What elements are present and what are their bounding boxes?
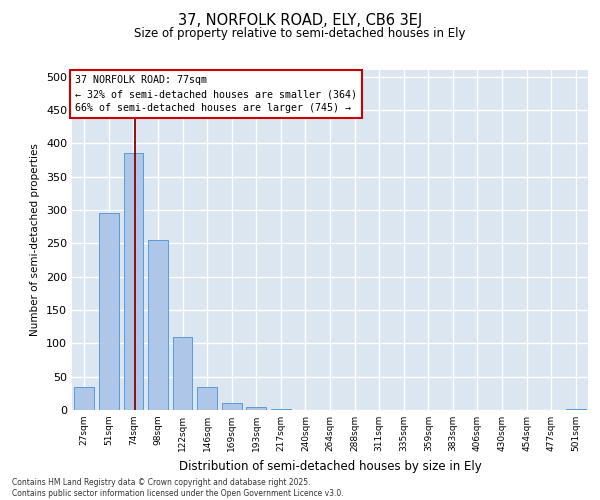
Text: 37, NORFOLK ROAD, ELY, CB6 3EJ: 37, NORFOLK ROAD, ELY, CB6 3EJ — [178, 12, 422, 28]
Bar — [74, 386, 94, 410]
Bar — [197, 386, 217, 410]
Text: 37 NORFOLK ROAD: 77sqm
← 32% of semi-detached houses are smaller (364)
66% of se: 37 NORFOLK ROAD: 77sqm ← 32% of semi-det… — [74, 75, 356, 113]
Text: Size of property relative to semi-detached houses in Ely: Size of property relative to semi-detach… — [134, 28, 466, 40]
Bar — [173, 336, 193, 410]
Bar — [247, 406, 266, 410]
Bar — [99, 214, 119, 410]
X-axis label: Distribution of semi-detached houses by size in Ely: Distribution of semi-detached houses by … — [179, 460, 481, 472]
Bar — [124, 154, 143, 410]
Y-axis label: Number of semi-detached properties: Number of semi-detached properties — [31, 144, 40, 336]
Text: Contains HM Land Registry data © Crown copyright and database right 2025.
Contai: Contains HM Land Registry data © Crown c… — [12, 478, 344, 498]
Bar — [148, 240, 168, 410]
Bar — [222, 404, 242, 410]
Bar — [271, 408, 290, 410]
Bar — [566, 408, 586, 410]
